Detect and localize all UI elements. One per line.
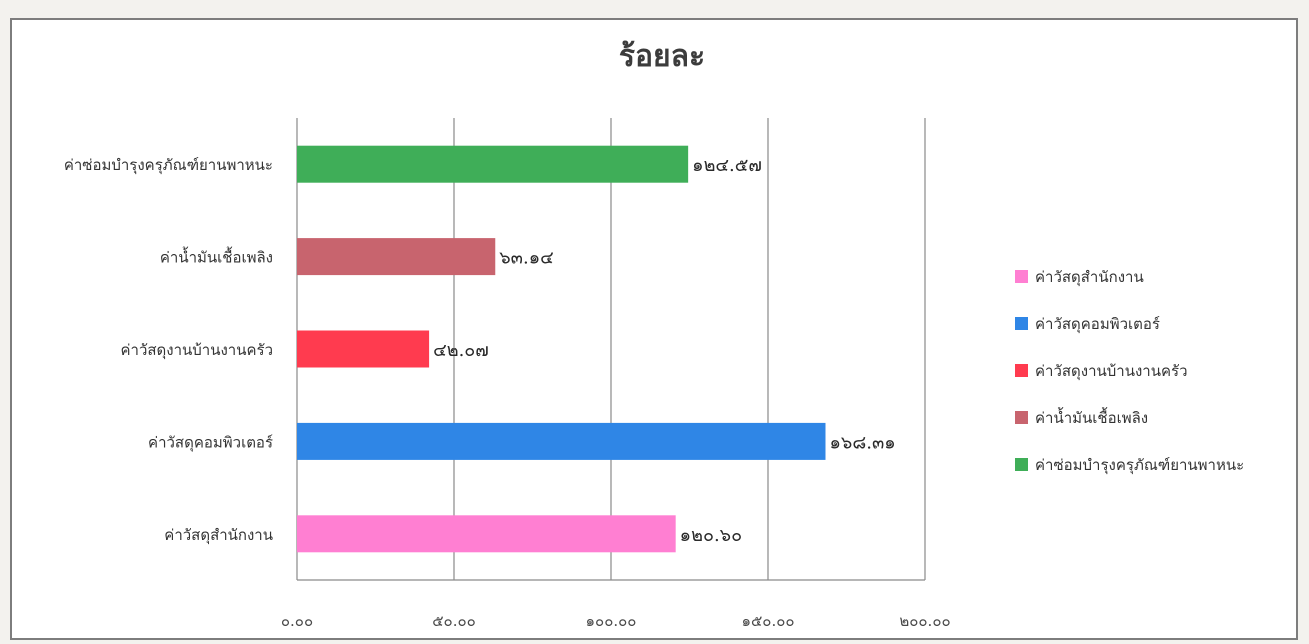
legend-label-1: ค่าวัสดุสำนักงาน [1035,268,1144,287]
bar-2 [297,422,826,460]
value-label-5: ๑๒๔.๕๗ [692,155,762,176]
legend-swatch-1 [1015,270,1028,283]
x-tick-label-3: ๑๕๐.๐๐ [741,612,794,630]
category-label-5: ค่าซ่อมบำรุงครุภัณฑ์ยานพาหนะ [64,156,273,175]
x-tick-label-4: ๒๐๐.๐๐ [899,612,950,630]
legend-label-2: ค่าวัสดุคอมพิวเตอร์ [1035,315,1160,334]
x-tick-label-1: ๕๐.๐๐ [432,612,476,630]
category-labels: ค่าวัสดุสำนักงาน ค่าวัสดุคอมพิวเตอร์ ค่าวั… [64,156,273,545]
x-axis-tick-labels: ๐.๐๐ ๕๐.๐๐ ๑๐๐.๐๐ ๑๕๐.๐๐ ๒๐๐.๐๐ [281,612,951,630]
bar-1 [297,515,676,553]
bar-3 [297,330,430,368]
category-label-1: ค่าวัสดุสำนักงาน [164,526,273,545]
value-label-1: ๑๒๐.๖๐ [680,525,742,546]
legend-swatch-3 [1015,364,1028,377]
bars [297,145,826,553]
category-label-2: ค่าวัสดุคอมพิวเตอร์ [148,433,273,452]
legend-label-4: ค่าน้ำมันเชื้อเพลิง [1035,407,1148,427]
value-label-2: ๑๖๘.๓๑ [829,432,895,453]
legend-swatch-2 [1015,317,1028,330]
category-label-3: ค่าวัสดุงานบ้านงานครัว [121,341,274,360]
scan-margin [0,0,1309,18]
category-label-4: ค่าน้ำมันเชื้อเพลิง [160,247,273,267]
x-tick-label-0: ๐.๐๐ [281,612,313,630]
x-tick-label-2: ๑๐๐.๐๐ [586,612,637,630]
chart-title: ร้อยละ [619,39,705,74]
legend-swatch-4 [1015,411,1028,424]
legend: ค่าวัสดุสำนักงานค่าวัสดุคอมพิวเตอร์ค่าวั… [1015,268,1244,475]
value-labels: ๑๒๐.๖๐ ๑๖๘.๓๑ ๔๒.๐๗ ๖๓.๑๔ ๑๒๔.๕๗ [433,155,896,546]
legend-label-3: ค่าวัสดุงานบ้านงานครัว [1035,362,1188,381]
value-label-3: ๔๒.๐๗ [433,340,489,361]
legend-label-5: ค่าซ่อมบำรุงครุภัณฑ์ยานพาหนะ [1035,456,1244,475]
legend-swatch-5 [1015,458,1028,471]
bar-5 [297,145,689,183]
bar-4 [297,238,496,276]
value-label-4: ๖๓.๑๔ [499,248,554,269]
